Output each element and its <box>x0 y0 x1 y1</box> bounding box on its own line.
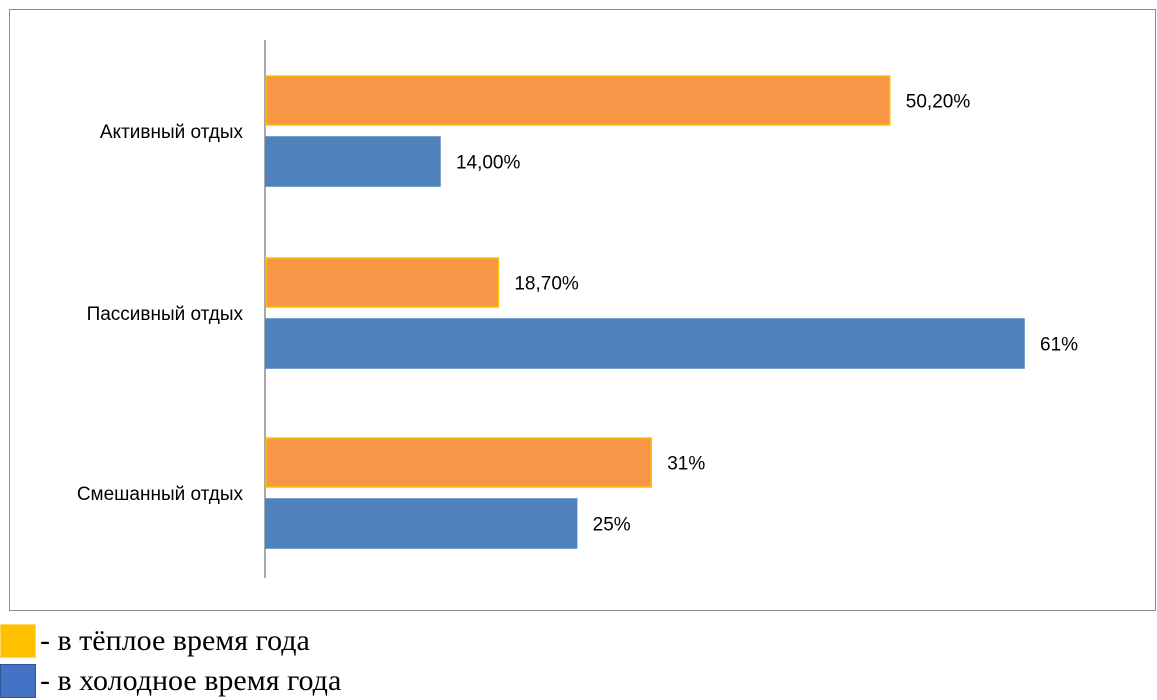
bar-warm <box>265 75 891 126</box>
data-label-cold: 61% <box>1040 335 1078 356</box>
data-label-cold: 14,00% <box>456 153 521 174</box>
data-label-warm: 18,70% <box>514 274 579 295</box>
bar-warm <box>265 437 652 488</box>
bar-cold <box>265 136 441 187</box>
legend-swatch-warm <box>0 624 36 658</box>
legend-item-cold: - в холодное время года <box>0 662 341 700</box>
data-label-warm: 50,20% <box>906 92 971 113</box>
bar-cold <box>265 498 578 549</box>
legend-label-cold: - в холодное время года <box>40 664 342 697</box>
legend-swatch-cold <box>0 664 36 698</box>
category-label: Смешанный отдых <box>77 484 244 505</box>
category-label: Пассивный отдых <box>87 304 244 325</box>
bar-warm <box>265 257 500 308</box>
category-label: Активный отдых <box>100 122 244 143</box>
data-label-warm: 31% <box>667 454 705 475</box>
chart-area: Активный отдых 50,20% 14,00% Пассивный отды… <box>9 9 1156 611</box>
legend-item-warm: - в тёплое время года <box>0 622 310 660</box>
legend-label-warm: - в тёплое время года <box>40 624 310 657</box>
bar-chart: Активный отдых 50,20% 14,00% Пассивный отды… <box>77 40 1078 578</box>
bar-cold <box>265 318 1025 369</box>
data-label-cold: 25% <box>593 515 631 536</box>
